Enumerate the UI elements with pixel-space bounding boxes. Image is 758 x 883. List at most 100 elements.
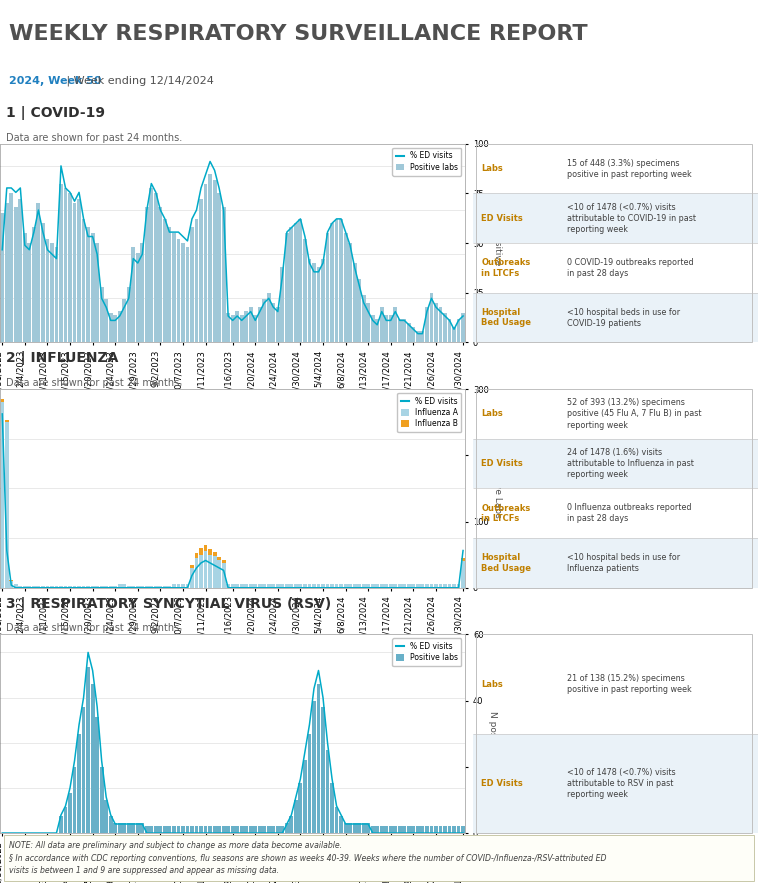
- Bar: [461, 313, 465, 343]
- Bar: [23, 233, 27, 343]
- Bar: [412, 826, 415, 833]
- Text: | Week ending 12/14/2024: | Week ending 12/14/2024: [63, 76, 214, 87]
- Bar: [195, 826, 199, 833]
- Bar: [108, 586, 113, 588]
- Bar: [145, 208, 149, 343]
- Bar: [117, 585, 121, 588]
- Bar: [339, 817, 343, 833]
- Bar: [64, 187, 67, 343]
- Bar: [326, 585, 330, 588]
- Bar: [421, 826, 424, 833]
- Bar: [371, 314, 374, 343]
- Bar: [163, 219, 167, 343]
- Bar: [96, 717, 99, 833]
- Bar: [280, 267, 284, 343]
- Bar: [312, 700, 316, 833]
- Bar: [393, 826, 397, 833]
- Bar: [195, 219, 199, 343]
- Bar: [230, 826, 234, 833]
- Bar: [36, 586, 40, 588]
- Bar: [303, 239, 307, 343]
- Bar: [308, 734, 312, 833]
- Bar: [108, 313, 113, 343]
- Bar: [131, 586, 135, 588]
- Text: Hospital
Bed Usage: Hospital Bed Usage: [481, 308, 531, 328]
- Bar: [221, 208, 226, 343]
- Bar: [218, 193, 221, 343]
- Bar: [50, 586, 54, 588]
- Bar: [59, 586, 63, 588]
- Bar: [461, 826, 465, 833]
- Bar: [348, 585, 352, 588]
- Bar: [326, 751, 330, 833]
- Bar: [425, 826, 429, 833]
- Bar: [177, 585, 180, 588]
- Bar: [339, 585, 343, 588]
- Bar: [113, 586, 117, 588]
- Bar: [308, 259, 312, 343]
- Bar: [416, 585, 420, 588]
- Bar: [27, 243, 31, 343]
- Text: 2 | INFLUENZA: 2 | INFLUENZA: [6, 351, 118, 366]
- Bar: [5, 420, 8, 422]
- Bar: [208, 174, 212, 343]
- Bar: [154, 193, 158, 343]
- Bar: [412, 585, 415, 588]
- Bar: [5, 203, 8, 343]
- Bar: [59, 817, 63, 833]
- Bar: [393, 306, 397, 343]
- Bar: [430, 585, 434, 588]
- Bar: [285, 585, 289, 588]
- Bar: [334, 585, 339, 588]
- Bar: [0, 399, 5, 403]
- Bar: [294, 223, 298, 343]
- Bar: [357, 823, 361, 833]
- Bar: [384, 314, 388, 343]
- Bar: [425, 585, 429, 588]
- Bar: [434, 826, 438, 833]
- Bar: [253, 585, 257, 588]
- Bar: [199, 548, 203, 555]
- Bar: [50, 243, 54, 343]
- Bar: [343, 823, 347, 833]
- Bar: [73, 203, 77, 343]
- Bar: [290, 817, 293, 833]
- Bar: [334, 806, 339, 833]
- Bar: [0, 403, 5, 588]
- Text: 0 Influenza outbreaks reported
in past 28 days: 0 Influenza outbreaks reported in past 2…: [567, 503, 691, 524]
- Text: 24 of 1478 (1.6%) visits
attributable to Influenza in past
reporting week: 24 of 1478 (1.6%) visits attributable to…: [567, 448, 694, 479]
- Legend: % ED visits, Influenza A, Influenza B: % ED visits, Influenza A, Influenza B: [397, 393, 462, 432]
- Bar: [421, 330, 424, 343]
- Bar: [199, 200, 203, 343]
- Bar: [334, 219, 339, 343]
- Bar: [158, 208, 162, 343]
- Text: 3 | RESPIRATORY SYNCYTIAL VIRUS (RSV): 3 | RESPIRATORY SYNCYTIAL VIRUS (RSV): [6, 597, 331, 611]
- Bar: [262, 826, 266, 833]
- Bar: [55, 586, 58, 588]
- Bar: [262, 585, 266, 588]
- Text: <10 of 1478 (<0.7%) visits
attributable to COVID-19 in past
reporting week: <10 of 1478 (<0.7%) visits attributable …: [567, 203, 696, 234]
- Bar: [421, 585, 424, 588]
- Bar: [389, 826, 393, 833]
- Bar: [105, 800, 108, 833]
- Bar: [91, 684, 95, 833]
- Bar: [443, 313, 447, 343]
- Bar: [230, 585, 234, 588]
- Bar: [91, 586, 95, 588]
- Bar: [240, 826, 243, 833]
- Text: 1 | COVID-19: 1 | COVID-19: [6, 106, 105, 120]
- Bar: [127, 586, 130, 588]
- Bar: [299, 783, 302, 833]
- Bar: [312, 263, 316, 343]
- Bar: [91, 233, 95, 343]
- Bar: [447, 585, 452, 588]
- Bar: [105, 586, 108, 588]
- Legend: % ED visits, Positive labs: % ED visits, Positive labs: [392, 638, 462, 666]
- Bar: [154, 826, 158, 833]
- Bar: [68, 193, 72, 343]
- Bar: [416, 826, 420, 833]
- Bar: [380, 826, 384, 833]
- Bar: [77, 200, 81, 343]
- Bar: [461, 562, 465, 588]
- Bar: [312, 585, 316, 588]
